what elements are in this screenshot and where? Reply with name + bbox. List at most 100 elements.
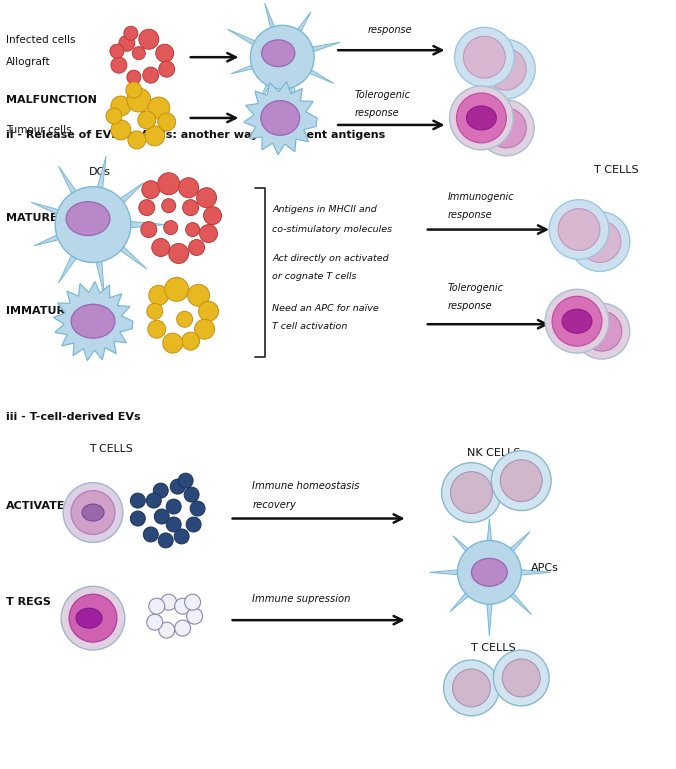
Circle shape — [149, 598, 165, 614]
Circle shape — [149, 285, 169, 305]
Circle shape — [153, 483, 168, 498]
Circle shape — [443, 660, 500, 716]
Text: Tumour cells: Tumour cells — [6, 125, 72, 135]
Circle shape — [138, 111, 155, 129]
Polygon shape — [504, 587, 531, 614]
Circle shape — [164, 221, 178, 235]
Circle shape — [195, 319, 214, 339]
Circle shape — [110, 45, 124, 58]
Ellipse shape — [66, 201, 110, 235]
Ellipse shape — [562, 309, 592, 333]
Circle shape — [186, 517, 201, 532]
Polygon shape — [513, 569, 551, 576]
Circle shape — [174, 620, 191, 636]
Circle shape — [111, 57, 127, 73]
Circle shape — [502, 659, 540, 697]
Circle shape — [166, 499, 181, 514]
Circle shape — [71, 491, 115, 534]
Circle shape — [127, 70, 141, 84]
Circle shape — [124, 26, 138, 40]
Ellipse shape — [71, 305, 115, 338]
Circle shape — [174, 529, 189, 544]
Circle shape — [146, 493, 162, 508]
Polygon shape — [453, 536, 475, 558]
Circle shape — [199, 225, 218, 242]
Polygon shape — [34, 231, 68, 246]
Circle shape — [174, 598, 191, 614]
Circle shape — [163, 333, 183, 353]
Circle shape — [183, 200, 199, 215]
Circle shape — [154, 509, 169, 524]
Circle shape — [199, 301, 218, 321]
Text: Infected cells: Infected cells — [6, 35, 76, 45]
Circle shape — [130, 493, 145, 508]
Circle shape — [479, 100, 534, 156]
Polygon shape — [113, 240, 147, 269]
Circle shape — [178, 178, 199, 198]
Circle shape — [185, 594, 201, 610]
Circle shape — [464, 36, 505, 78]
Circle shape — [162, 198, 176, 212]
Circle shape — [155, 45, 174, 62]
Circle shape — [452, 669, 490, 707]
Circle shape — [485, 48, 526, 90]
Text: NK CELLS: NK CELLS — [468, 448, 521, 458]
Circle shape — [450, 471, 492, 514]
Circle shape — [141, 221, 157, 238]
Circle shape — [187, 608, 203, 624]
Circle shape — [570, 211, 630, 271]
Polygon shape — [243, 82, 317, 155]
Polygon shape — [293, 12, 311, 38]
Polygon shape — [59, 166, 82, 202]
Circle shape — [127, 88, 151, 112]
Text: Tolerogenic: Tolerogenic — [448, 283, 504, 293]
Circle shape — [55, 187, 131, 262]
Text: T REGS: T REGS — [6, 598, 51, 608]
Circle shape — [61, 586, 125, 650]
Circle shape — [143, 67, 159, 83]
Circle shape — [128, 131, 146, 149]
Circle shape — [169, 244, 189, 264]
Ellipse shape — [82, 504, 104, 521]
Circle shape — [186, 222, 199, 237]
Circle shape — [165, 278, 189, 301]
Text: Immune homeostasis: Immune homeostasis — [252, 481, 360, 491]
Polygon shape — [227, 29, 262, 49]
Circle shape — [176, 311, 193, 327]
Circle shape — [545, 289, 609, 353]
Polygon shape — [112, 183, 144, 209]
Text: co-stimulatory molecules: co-stimulatory molecules — [272, 225, 392, 234]
Text: or cognate T cells: or cognate T cells — [272, 272, 357, 281]
Text: T CELLS: T CELLS — [89, 444, 132, 454]
Circle shape — [139, 200, 155, 215]
Text: Need an APC for naïve: Need an APC for naïve — [272, 305, 379, 313]
Polygon shape — [53, 281, 133, 361]
Circle shape — [188, 285, 210, 306]
Text: Act directly on activated: Act directly on activated — [272, 255, 389, 264]
Circle shape — [132, 47, 145, 60]
Circle shape — [178, 473, 193, 488]
Circle shape — [147, 303, 163, 319]
Circle shape — [549, 200, 609, 259]
Polygon shape — [487, 518, 492, 548]
Text: response: response — [355, 108, 400, 118]
Polygon shape — [94, 251, 104, 296]
Circle shape — [475, 39, 535, 99]
Polygon shape — [95, 156, 106, 198]
Circle shape — [106, 108, 122, 124]
Circle shape — [111, 96, 131, 116]
Circle shape — [491, 451, 551, 511]
Circle shape — [159, 62, 174, 77]
Circle shape — [152, 238, 170, 257]
Circle shape — [493, 650, 549, 706]
Polygon shape — [265, 3, 277, 35]
Text: response: response — [368, 25, 412, 35]
Text: ACTIVATED: ACTIVATED — [6, 501, 75, 511]
Circle shape — [558, 208, 600, 251]
Polygon shape — [304, 42, 340, 55]
Circle shape — [441, 463, 502, 522]
Circle shape — [582, 311, 622, 351]
Circle shape — [126, 82, 142, 98]
Circle shape — [166, 517, 181, 532]
Text: Allograft: Allograft — [6, 57, 51, 67]
